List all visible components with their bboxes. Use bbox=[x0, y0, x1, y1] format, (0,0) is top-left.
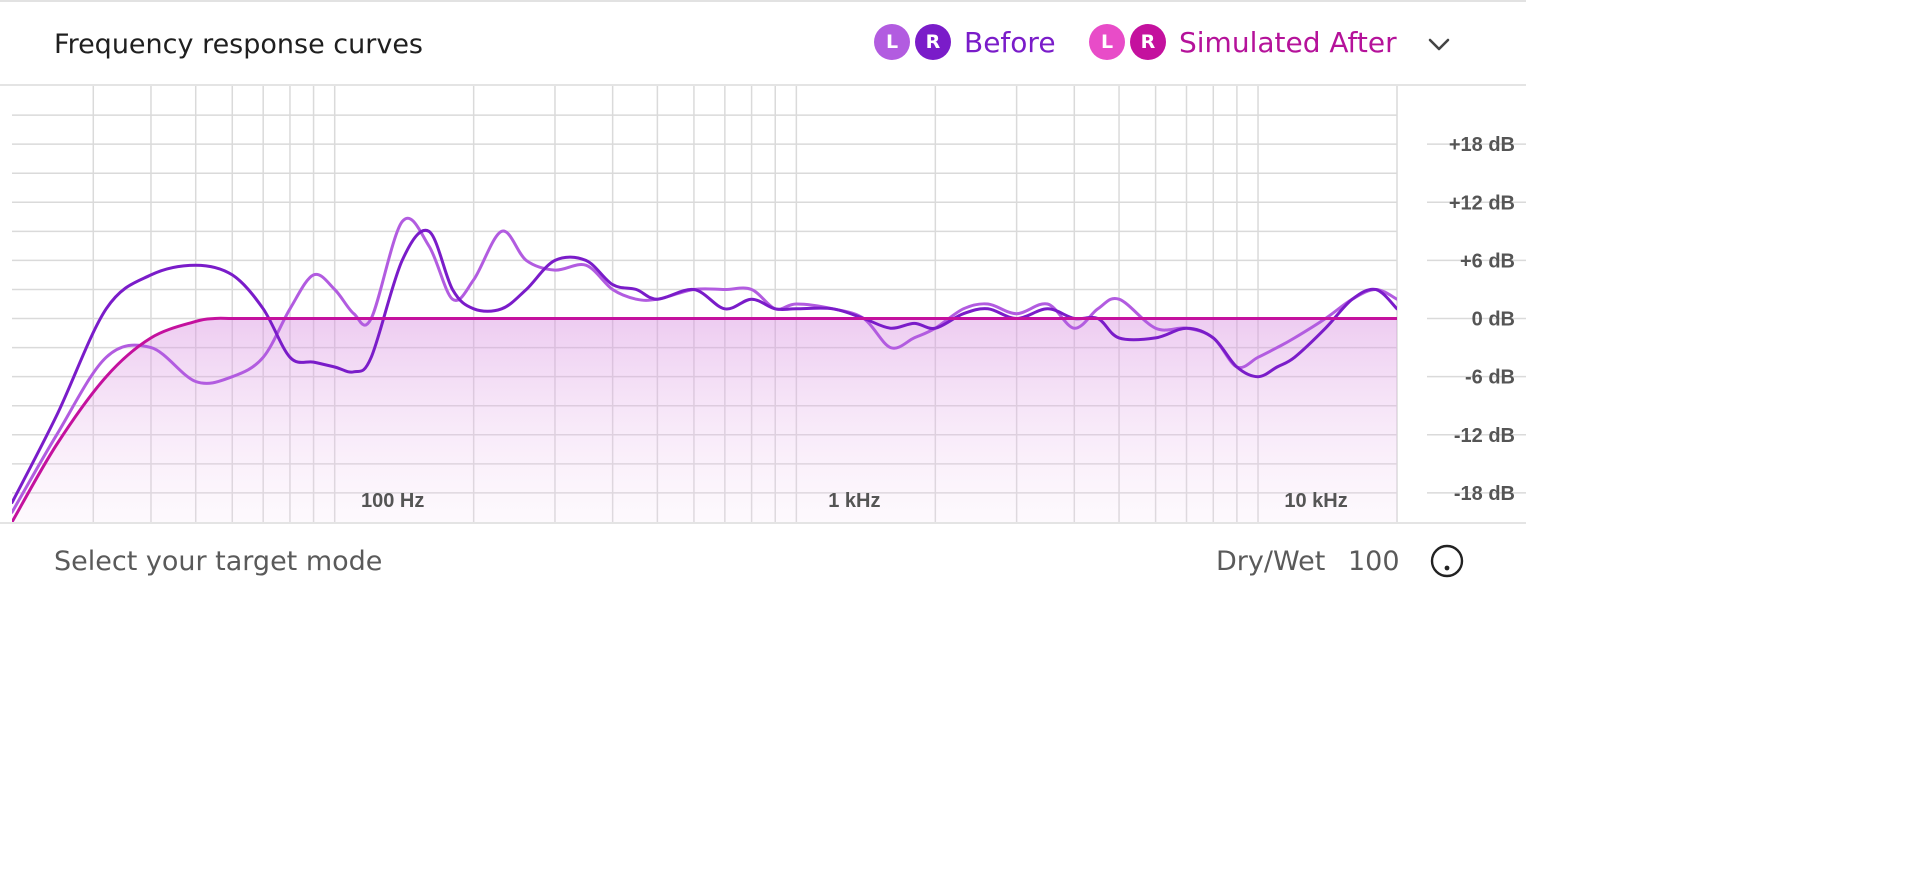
before-right-badge[interactable]: R bbox=[915, 24, 951, 60]
y-tick-label: -18 dB bbox=[1454, 483, 1515, 505]
knob-icon[interactable] bbox=[1430, 544, 1464, 578]
y-tick-label: -12 dB bbox=[1454, 425, 1515, 447]
target-mode-hint[interactable]: Select your target mode bbox=[54, 546, 383, 577]
y-tick-label: 0 dB bbox=[1472, 309, 1515, 331]
frequency-response-panel: Frequency response curves L R Before L R… bbox=[0, 0, 1526, 578]
series-fill-2 bbox=[12, 318, 1397, 522]
panel-header: Frequency response curves L R Before L R… bbox=[0, 2, 1526, 86]
y-tick-label: +12 dB bbox=[1449, 192, 1515, 214]
chevron-down-icon[interactable] bbox=[1425, 32, 1453, 56]
legend-before[interactable]: L R Before bbox=[874, 24, 1056, 60]
y-tick-label: +18 dB bbox=[1449, 134, 1515, 156]
y-tick-label: -6 dB bbox=[1465, 367, 1515, 389]
before-left-badge[interactable]: L bbox=[874, 24, 910, 60]
series-line-1 bbox=[12, 228, 1397, 505]
panel-title: Frequency response curves bbox=[54, 29, 423, 60]
panel-footer: Select your target mode Dry/Wet 100 bbox=[0, 522, 1526, 604]
dry-wet-value[interactable]: 100 bbox=[1348, 546, 1400, 577]
simulated-after-label: Simulated After bbox=[1179, 25, 1397, 59]
y-tick-label: +6 dB bbox=[1460, 250, 1515, 272]
x-tick-label: 10 kHz bbox=[1284, 490, 1347, 512]
legend-simulated-after[interactable]: L R Simulated After bbox=[1089, 24, 1397, 60]
frequency-response-chart: 100 Hz 1 kHz 10 kHz +18 dB +12 dB +6 dB 0 dB -6… bbox=[12, 86, 1526, 522]
after-right-badge[interactable]: R bbox=[1130, 24, 1166, 60]
before-label: Before bbox=[964, 25, 1056, 59]
after-left-badge[interactable]: L bbox=[1089, 24, 1125, 60]
x-tick-label: 100 Hz bbox=[361, 490, 424, 512]
x-tick-label: 1 kHz bbox=[828, 490, 880, 512]
series-line-2 bbox=[12, 316, 1397, 522]
dry-wet-label: Dry/Wet bbox=[1216, 546, 1326, 577]
